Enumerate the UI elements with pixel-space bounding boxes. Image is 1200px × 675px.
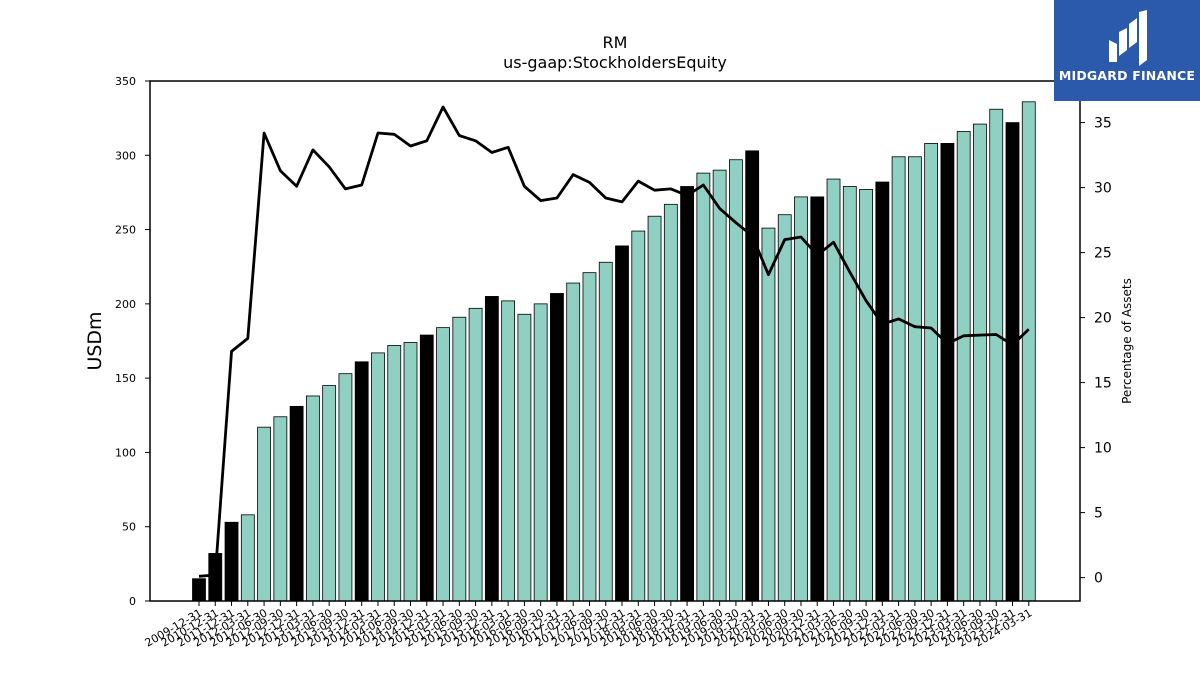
y-axis: 0 50 100 150 200 250 300 350 — [115, 75, 150, 608]
bar — [240, 514, 255, 602]
bar — [387, 345, 402, 602]
y-tick-label: 50 — [122, 521, 136, 534]
midgard-logo-icon — [1109, 10, 1147, 66]
y2-axis: 0 5 10 15 20 25 30 35 — [1080, 116, 1112, 587]
brand-name: MIDGARD FINANCE — [1058, 68, 1196, 83]
y-axis-label: USDm — [84, 311, 106, 370]
bar — [484, 296, 499, 602]
bar — [745, 150, 760, 602]
bar — [631, 230, 646, 602]
x-axis: 2009-12-312010-12-312011-12-312012-03-31… — [143, 601, 1034, 650]
y-tick-label: 0 — [129, 595, 136, 608]
bar — [468, 307, 483, 602]
bar — [273, 416, 288, 602]
bar — [566, 282, 581, 602]
bar — [842, 186, 857, 602]
bar — [907, 156, 922, 602]
y2-tick-label: 0 — [1094, 571, 1103, 587]
plot-frame — [149, 80, 1081, 602]
bar — [501, 300, 516, 602]
bar — [940, 142, 955, 602]
bar — [289, 405, 304, 602]
bar — [305, 395, 320, 602]
bar — [989, 108, 1004, 602]
bar — [956, 131, 971, 602]
y-tick-label: 150 — [115, 372, 136, 385]
brand-logo: MIDGARD FINANCE — [1054, 0, 1200, 101]
bar — [777, 214, 792, 602]
bar — [875, 181, 890, 602]
bar — [192, 578, 206, 602]
bar — [647, 215, 662, 602]
y2-tick-label: 20 — [1094, 311, 1112, 327]
bar — [973, 123, 987, 602]
bar — [680, 186, 694, 602]
bar — [582, 272, 597, 602]
bar — [761, 227, 776, 602]
y2-tick-label: 30 — [1094, 181, 1112, 197]
bar — [224, 521, 239, 602]
y2-tick-label: 5 — [1094, 506, 1103, 522]
y2-tick-label: 15 — [1094, 376, 1112, 392]
y2-tick-label: 35 — [1094, 116, 1112, 132]
bar — [419, 334, 434, 602]
bar — [615, 245, 629, 602]
bar — [891, 156, 906, 602]
bar — [354, 361, 369, 602]
bar — [452, 316, 467, 602]
bars-layer — [192, 101, 1036, 602]
bar — [810, 196, 825, 602]
bar — [598, 261, 613, 602]
bar — [859, 189, 873, 602]
bar — [517, 313, 532, 602]
y2-tick-label: 25 — [1094, 246, 1112, 262]
bar — [533, 303, 548, 602]
y-tick-label: 100 — [115, 446, 136, 459]
bar — [1005, 122, 1020, 602]
y2-tick-label: 10 — [1094, 441, 1112, 457]
bar — [257, 426, 271, 602]
line-layer — [198, 105, 1030, 578]
series-line — [198, 105, 1030, 578]
chart-subtitle: us-gaap:StockholdersEquity — [503, 53, 727, 72]
bar — [436, 327, 450, 602]
bar — [403, 342, 418, 602]
bar — [794, 196, 808, 602]
bar — [712, 169, 727, 602]
bar — [338, 373, 353, 602]
y2-axis-label: Percentage of Assets — [1120, 278, 1134, 404]
y-tick-label: 200 — [115, 298, 136, 311]
bar — [550, 293, 564, 602]
y-tick-label: 300 — [115, 149, 136, 162]
bar — [924, 142, 939, 602]
bar — [322, 385, 337, 602]
bar — [696, 172, 711, 602]
bar — [1021, 101, 1036, 602]
bar — [663, 203, 678, 602]
y-tick-label: 350 — [115, 75, 136, 88]
bar — [371, 352, 385, 602]
chart-title: RM — [603, 33, 628, 52]
y-tick-label: 250 — [115, 224, 136, 237]
